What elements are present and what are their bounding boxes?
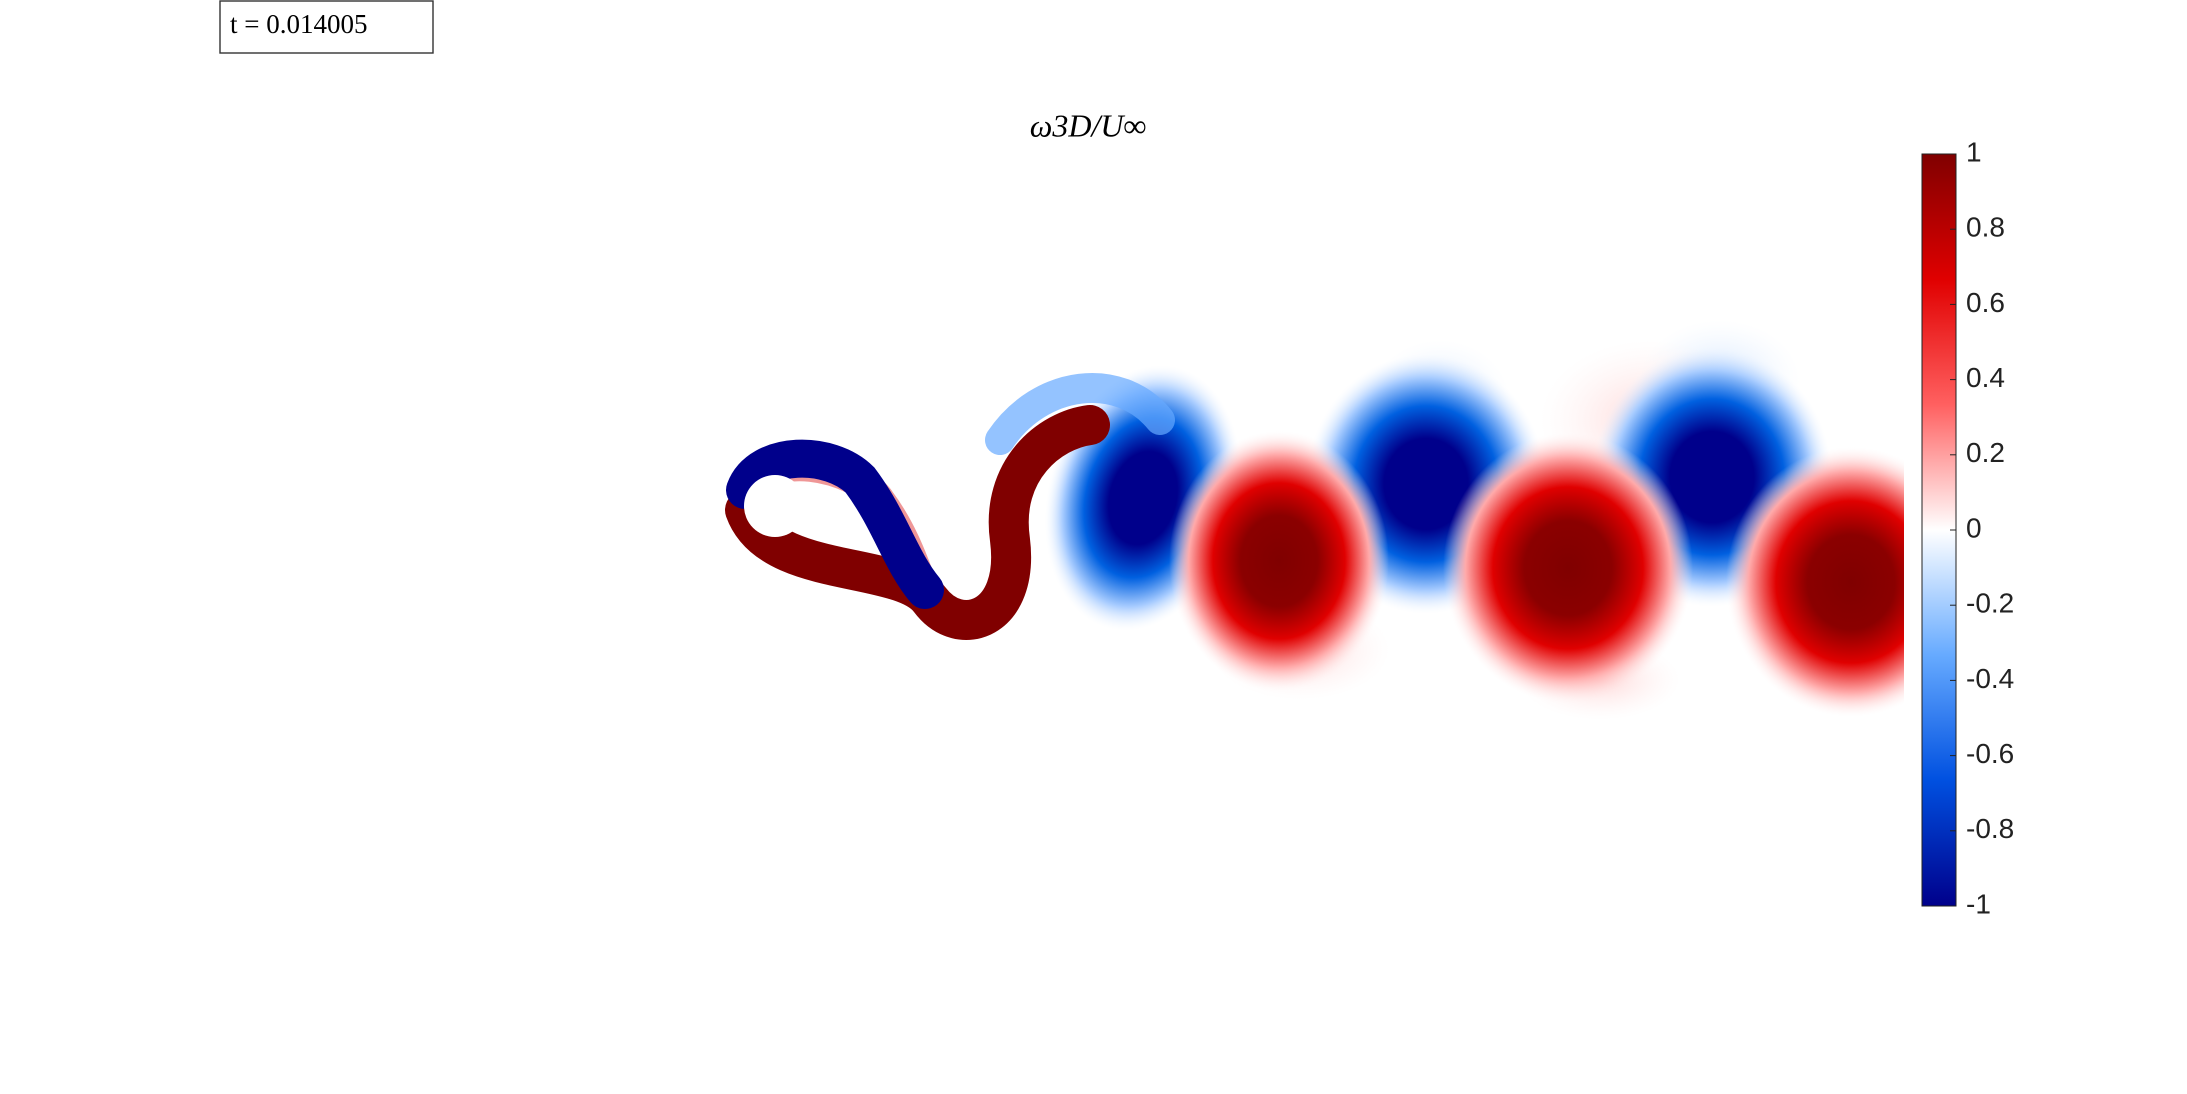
colorbar-tick-label: 0 — [1966, 512, 1982, 543]
colorbar-tick-label: -0.2 — [1966, 588, 2014, 619]
colorbar-tick-label: 0.2 — [1966, 437, 2005, 468]
chart-title: ω3D/U∞ — [1030, 107, 1147, 143]
colorbar-tick-label: -1 — [1966, 888, 1991, 919]
colorbar-tick-label: 0.8 — [1966, 212, 2005, 243]
colorbar-tick-label: -0.4 — [1966, 663, 2014, 694]
colorbar-tick-label: -0.6 — [1966, 738, 2014, 769]
colorbar-tick-label: 0.4 — [1966, 362, 2005, 393]
annotation-box — [219, 0, 434, 54]
vorticity-field — [725, 320, 1904, 720]
colorbar-tick-label: -0.8 — [1966, 813, 2014, 844]
colorbar: 1 0.8 0.6 0.4 0.2 0 -0.2 -0.4 -0.6 -0.8 -1 — [1921, 136, 2014, 919]
colorbar-tick-label: 0.6 — [1966, 287, 2005, 318]
time-annotation: t = 0.014005 — [230, 9, 367, 39]
colorbar-tick-label: 1 — [1966, 136, 1982, 167]
